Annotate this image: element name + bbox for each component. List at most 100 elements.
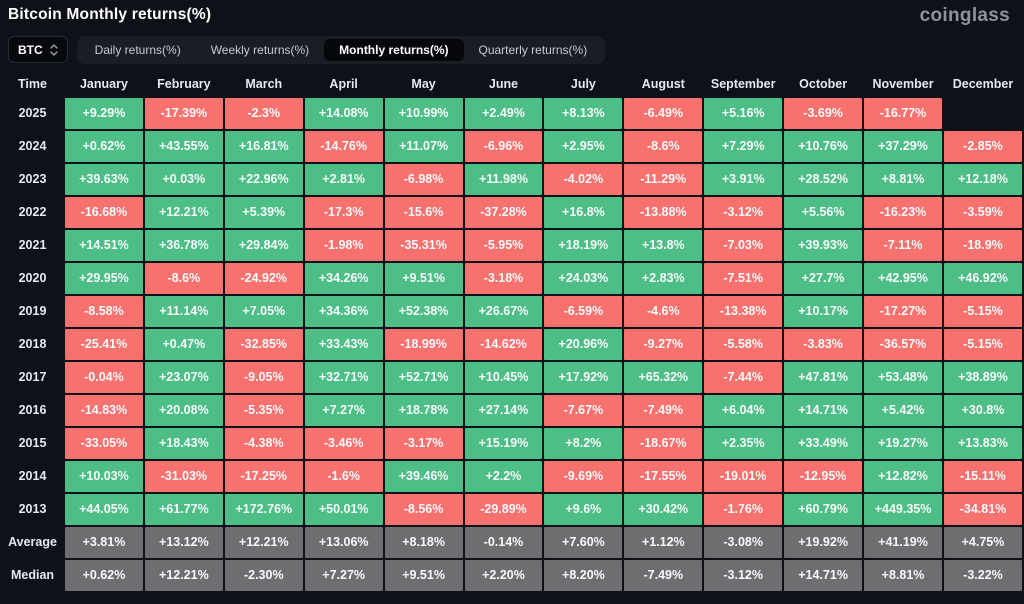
return-cell: -7.51% bbox=[704, 262, 783, 294]
return-cell: -1.76% bbox=[704, 493, 783, 525]
return-cell: +14.08% bbox=[304, 97, 383, 129]
return-cell: +11.07% bbox=[384, 130, 463, 162]
return-cell: +34.36% bbox=[304, 295, 383, 327]
return-cell: -17.55% bbox=[624, 460, 703, 492]
return-cell: +10.99% bbox=[384, 97, 463, 129]
return-cell: +7.60% bbox=[544, 526, 623, 558]
return-cell: +3.91% bbox=[704, 163, 783, 195]
return-cell: +12.21% bbox=[144, 559, 223, 591]
table-row: 2017 -0.04% +23.07% -9.05% +32.71% +52.71% +10… bbox=[2, 361, 1022, 393]
return-cell: -14.62% bbox=[464, 328, 543, 360]
return-cell: +44.05% bbox=[65, 493, 143, 525]
return-cell: +33.43% bbox=[304, 328, 383, 360]
table-row: 2018 -25.41% +0.47% -32.85% +33.43% -18.99% -1… bbox=[2, 328, 1022, 360]
return-cell: -18.67% bbox=[624, 427, 703, 459]
return-cell: -0.14% bbox=[464, 526, 543, 558]
return-cell: +30.8% bbox=[943, 394, 1022, 426]
column-header-month: July bbox=[570, 76, 596, 91]
return-cell: -3.22% bbox=[943, 559, 1022, 591]
return-cell: +61.77% bbox=[144, 493, 223, 525]
return-cell: -11.29% bbox=[624, 163, 703, 195]
return-cell: +8.18% bbox=[384, 526, 463, 558]
column-header-month: November bbox=[872, 76, 934, 91]
return-cell: +41.19% bbox=[864, 526, 942, 558]
return-cell: +0.62% bbox=[65, 559, 143, 591]
return-cell: +20.08% bbox=[144, 394, 223, 426]
return-cell: -8.56% bbox=[384, 493, 463, 525]
table-row: 2022 -16.68% +12.21% +5.39% -17.3% -15.6% -37.… bbox=[2, 196, 1022, 228]
return-cell: +7.29% bbox=[704, 130, 783, 162]
return-cell: +13.12% bbox=[144, 526, 223, 558]
return-cell: -6.49% bbox=[624, 97, 703, 129]
summary-label: Average bbox=[8, 535, 57, 550]
return-cell: +52.71% bbox=[384, 361, 463, 393]
return-cell: +10.45% bbox=[464, 361, 543, 393]
return-cell: +29.84% bbox=[224, 229, 303, 261]
tab-weekly-returns[interactable]: Weekly returns(%) bbox=[210, 42, 310, 57]
return-cell: +39.46% bbox=[384, 460, 463, 492]
return-cell: -5.15% bbox=[943, 328, 1022, 360]
return-cell: -13.88% bbox=[624, 196, 703, 228]
year-label: 2021 bbox=[18, 238, 47, 253]
return-cell: +10.17% bbox=[784, 295, 863, 327]
return-cell: +60.79% bbox=[784, 493, 863, 525]
year-label: 2015 bbox=[18, 436, 47, 451]
return-cell: +8.81% bbox=[864, 559, 942, 591]
return-cell: +2.95% bbox=[544, 130, 623, 162]
return-cell: +29.95% bbox=[65, 262, 143, 294]
tab-daily-returns[interactable]: Daily returns(%) bbox=[94, 42, 181, 57]
return-cell: -8.6% bbox=[624, 130, 703, 162]
return-cell: +9.29% bbox=[65, 97, 143, 129]
return-cell: +47.81% bbox=[784, 361, 863, 393]
return-cell: +2.20% bbox=[464, 559, 543, 591]
column-header-month: March bbox=[245, 76, 283, 91]
coinglass-logo: coinglass bbox=[919, 5, 1010, 26]
column-header-month: January bbox=[79, 76, 128, 91]
return-cell: +43.55% bbox=[144, 130, 223, 162]
return-cell: -32.85% bbox=[224, 328, 303, 360]
return-cell: +12.82% bbox=[864, 460, 942, 492]
return-cell: -35.31% bbox=[384, 229, 463, 261]
return-cell: +0.62% bbox=[65, 130, 143, 162]
return-cell: -12.95% bbox=[784, 460, 863, 492]
return-cell: +34.26% bbox=[304, 262, 383, 294]
return-cell: +5.56% bbox=[784, 196, 863, 228]
tab-quarterly-returns[interactable]: Quarterly returns(%) bbox=[478, 42, 588, 57]
return-cell: -3.08% bbox=[704, 526, 783, 558]
return-cell: +5.42% bbox=[864, 394, 942, 426]
table-row: 2019 -8.58% +11.14% +7.05% +34.36% +52.38% +26… bbox=[2, 295, 1022, 327]
return-cell: -4.38% bbox=[224, 427, 303, 459]
table-row: 2023 +39.63% +0.03% +22.96% +2.81% -6.98% +11.… bbox=[2, 163, 1022, 195]
returns-tab-group: Daily returns(%) Weekly returns(%) Month… bbox=[76, 35, 606, 64]
return-cell: -16.77% bbox=[864, 97, 942, 129]
return-cell: -7.44% bbox=[704, 361, 783, 393]
return-cell: +449.35% bbox=[864, 493, 942, 525]
symbol-label: BTC bbox=[18, 42, 43, 57]
return-cell: +39.63% bbox=[65, 163, 143, 195]
return-cell: -15.6% bbox=[384, 196, 463, 228]
year-label: 2018 bbox=[18, 337, 47, 352]
return-cell: -9.69% bbox=[544, 460, 623, 492]
tab-monthly-returns[interactable]: Monthly returns(%) bbox=[324, 38, 464, 62]
return-cell: +7.27% bbox=[304, 394, 383, 426]
year-label: 2022 bbox=[18, 205, 47, 220]
return-cell: +14.51% bbox=[65, 229, 143, 261]
return-cell: -5.35% bbox=[224, 394, 303, 426]
table-row: 2020 +29.95% -8.6% -24.92% +34.26% +9.51% -3.1… bbox=[2, 262, 1022, 294]
year-label: 2014 bbox=[18, 469, 47, 484]
return-cell bbox=[944, 98, 1022, 129]
return-cell: -2.3% bbox=[224, 97, 303, 129]
column-header-month: September bbox=[710, 76, 776, 91]
return-cell: +19.92% bbox=[784, 526, 863, 558]
sort-chevrons-icon bbox=[49, 44, 58, 56]
return-cell: +13.8% bbox=[624, 229, 703, 261]
return-cell: +37.29% bbox=[864, 130, 942, 162]
symbol-select[interactable]: BTC bbox=[8, 36, 68, 64]
return-cell: +16.81% bbox=[224, 130, 303, 162]
return-cell: +2.81% bbox=[304, 163, 383, 195]
return-cell: -5.95% bbox=[464, 229, 543, 261]
return-cell: -17.3% bbox=[304, 196, 383, 228]
return-cell: +27.14% bbox=[464, 394, 543, 426]
return-cell: +7.05% bbox=[224, 295, 303, 327]
year-label: 2017 bbox=[18, 370, 47, 385]
